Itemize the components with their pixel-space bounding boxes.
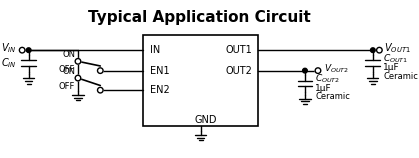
- Circle shape: [315, 68, 321, 73]
- Text: 1μF: 1μF: [383, 63, 400, 72]
- Text: OFF: OFF: [59, 82, 75, 91]
- Text: Ceramic: Ceramic: [315, 92, 350, 101]
- Text: $V_{OUT2}$: $V_{OUT2}$: [323, 63, 349, 75]
- Circle shape: [75, 75, 81, 81]
- Circle shape: [26, 48, 31, 52]
- Circle shape: [19, 47, 25, 53]
- Text: EN2: EN2: [150, 85, 169, 95]
- Circle shape: [75, 58, 81, 64]
- Text: Ceramic: Ceramic: [383, 72, 418, 81]
- Text: 1μF: 1μF: [315, 84, 332, 93]
- Text: $V_{OUT1}$: $V_{OUT1}$: [384, 41, 411, 55]
- Circle shape: [98, 87, 103, 93]
- Text: OUT1: OUT1: [225, 45, 252, 55]
- Text: OUT2: OUT2: [225, 66, 252, 76]
- Circle shape: [303, 68, 307, 73]
- Bar: [143, 35, 259, 126]
- Text: $C_{IN}$: $C_{IN}$: [1, 56, 17, 70]
- Text: ON: ON: [62, 67, 75, 76]
- Text: ON: ON: [62, 50, 75, 59]
- Circle shape: [370, 48, 375, 52]
- Text: $C_{OUT2}$: $C_{OUT2}$: [315, 73, 340, 85]
- Circle shape: [98, 68, 103, 73]
- Text: OFF: OFF: [59, 65, 75, 74]
- Text: $V_{IN}$: $V_{IN}$: [1, 41, 17, 55]
- Text: $C_{OUT1}$: $C_{OUT1}$: [383, 52, 408, 65]
- Text: IN: IN: [150, 45, 160, 55]
- Text: Typical Application Circuit: Typical Application Circuit: [88, 10, 311, 25]
- Text: GND: GND: [194, 115, 217, 125]
- Circle shape: [377, 47, 382, 53]
- Text: EN1: EN1: [150, 66, 169, 76]
